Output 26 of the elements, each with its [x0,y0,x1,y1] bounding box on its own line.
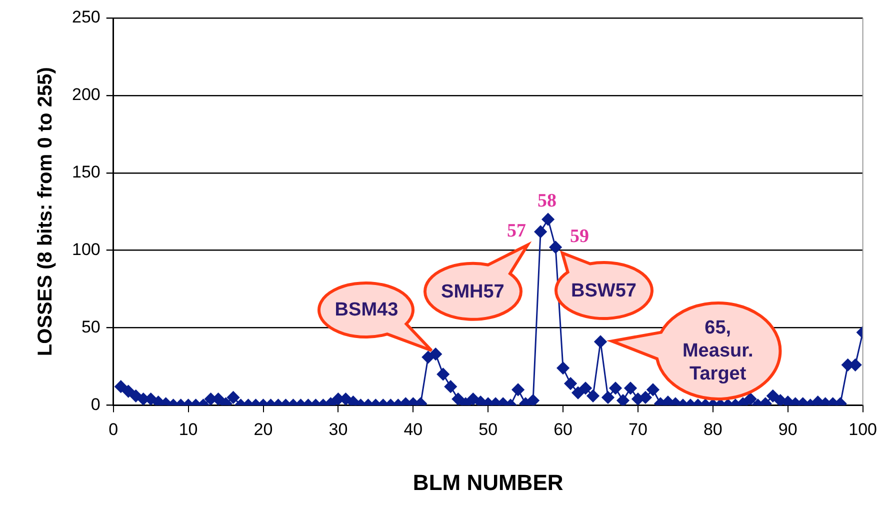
x-tick-label: 90 [778,420,798,440]
x-tick-label: 0 [108,420,118,440]
x-tick-label: 10 [178,420,198,440]
y-axis-title: LOSSES (8 bits: from 0 to 255) [34,67,57,356]
annotation: 57 [507,220,527,242]
annotation: 59 [570,226,590,248]
y-tick-label: 150 [72,162,100,182]
annotation: BSW57 [570,279,638,302]
x-tick-label: 70 [628,420,648,440]
y-tick-label: 50 [81,317,100,336]
annotation: BSM43 [334,298,400,322]
x-tick-label: 20 [254,420,273,440]
x-axis-title: BLM NUMBER [412,470,564,495]
y-tick-label: 100 [72,240,100,260]
annotation: SMH57 [440,280,506,304]
x-tick-label: 80 [703,420,722,440]
y-tick-label: 0 [90,394,100,414]
x-tick-label: 100 [848,420,878,440]
x-tick-label: 30 [328,420,348,440]
y-tick-label: 250 [72,8,100,27]
x-tick-label: 50 [478,420,498,440]
y-tick-label: 200 [72,85,100,104]
annotation: 58 [538,190,557,212]
x-tick-label: 60 [554,420,572,440]
x-tick-label: 40 [404,420,423,440]
annotation: 65, Measur. Target [681,316,754,386]
